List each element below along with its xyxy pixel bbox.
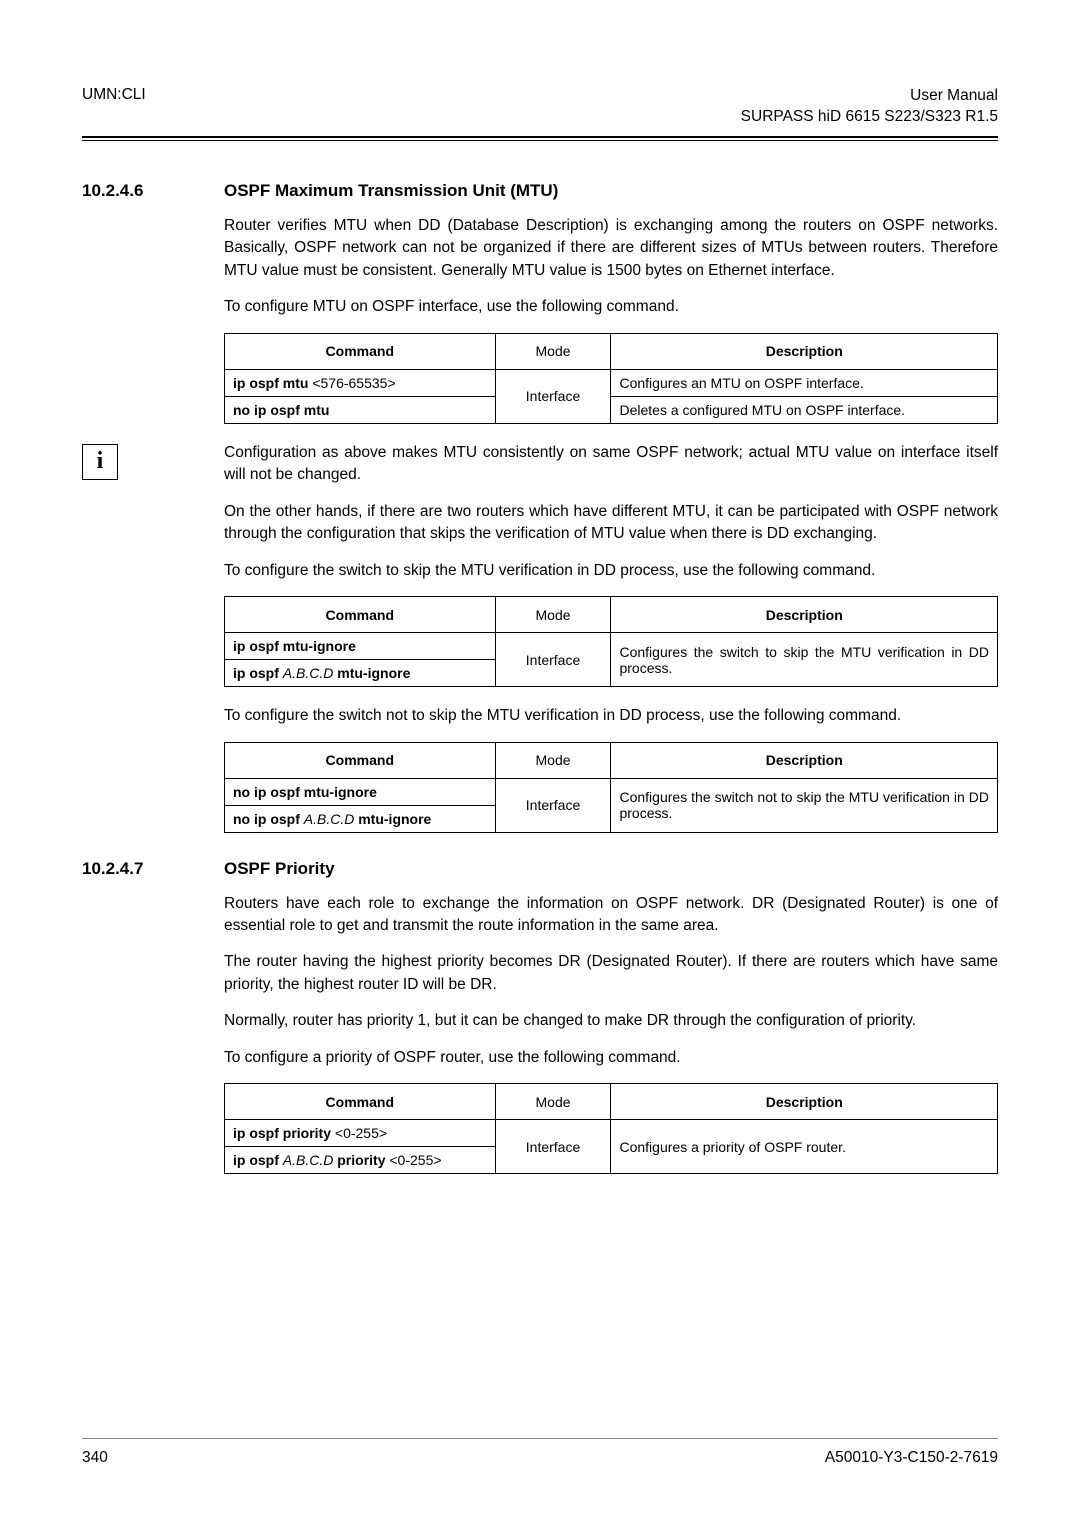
paragraph: Router verifies MTU when DD (Database De… (224, 215, 998, 282)
paragraph: The router having the highest priority b… (224, 951, 998, 996)
cell-command: ip ospf mtu-ignore (225, 633, 496, 660)
table-row: ip ospf mtu <576-65535> Interface Config… (225, 369, 998, 396)
cmd-bold: ip ospf mtu (233, 375, 312, 391)
cmd-arg: <576-65535> (312, 375, 395, 391)
table-row: ip ospf priority <0-255> Interface Confi… (225, 1120, 998, 1147)
cmd-italic: A.B.C.D (283, 665, 334, 681)
cell-mode: Interface (495, 633, 611, 687)
cell-mode: Interface (495, 369, 611, 423)
th-mode: Mode (495, 333, 611, 369)
th-command: Command (225, 1084, 496, 1120)
page-header: UMN:CLI User Manual SURPASS hiD 6615 S22… (82, 86, 998, 134)
paragraph: On the other hands, if there are two rou… (224, 501, 998, 546)
cmd-bold: no ip ospf (233, 811, 304, 827)
th-mode: Mode (495, 597, 611, 633)
cmd-bold: ip ospf priority (233, 1125, 335, 1141)
cmd-arg: <0-255> (389, 1152, 441, 1168)
table-header-row: Command Mode Description (225, 1084, 998, 1120)
cell-command: no ip ospf mtu-ignore (225, 778, 496, 805)
command-table-no-mtu-ignore: Command Mode Description no ip ospf mtu-… (224, 742, 998, 833)
header-left: UMN:CLI (82, 86, 146, 128)
footer-doc-id: A50010-Y3-C150-2-7619 (825, 1449, 998, 1467)
th-command: Command (225, 742, 496, 778)
cell-command: no ip ospf A.B.C.D mtu-ignore (225, 805, 496, 832)
table-row: no ip ospf mtu-ignore Interface Configur… (225, 778, 998, 805)
section-title: OSPF Maximum Transmission Unit (MTU) (224, 181, 558, 201)
header-right: User Manual SURPASS hiD 6615 S223/S323 R… (741, 86, 998, 128)
th-command: Command (225, 597, 496, 633)
table-row: no ip ospf mtu Deletes a configured MTU … (225, 396, 998, 423)
command-table-mtu: Command Mode Description ip ospf mtu <57… (224, 333, 998, 424)
th-command: Command (225, 333, 496, 369)
cmd-bold: ip ospf (233, 665, 283, 681)
info-icon: i (82, 444, 118, 480)
cell-command: no ip ospf mtu (225, 396, 496, 423)
cell-command: ip ospf priority <0-255> (225, 1120, 496, 1147)
cmd-bold: mtu-ignore (333, 665, 410, 681)
paragraph: To configure a priority of OSPF router, … (224, 1047, 998, 1069)
header-rule-thin (82, 140, 998, 141)
paragraph: Routers have each role to exchange the i… (224, 893, 998, 938)
table-header-row: Command Mode Description (225, 333, 998, 369)
header-right-line2: SURPASS hiD 6615 S223/S323 R1.5 (741, 107, 998, 128)
th-desc: Description (611, 1084, 998, 1120)
paragraph: To configure MTU on OSPF interface, use … (224, 296, 998, 318)
section-number: 10.2.4.6 (82, 181, 224, 201)
th-mode: Mode (495, 742, 611, 778)
paragraph: Normally, router has priority 1, but it … (224, 1010, 998, 1032)
th-mode: Mode (495, 1084, 611, 1120)
section-number: 10.2.4.7 (82, 859, 224, 879)
cell-command: ip ospf A.B.C.D mtu-ignore (225, 660, 496, 687)
command-table-mtu-ignore: Command Mode Description ip ospf mtu-ign… (224, 596, 998, 687)
cmd-bold: ip ospf mtu-ignore (233, 638, 356, 654)
cell-command: ip ospf A.B.C.D priority <0-255> (225, 1147, 496, 1174)
header-right-line1: User Manual (741, 86, 998, 107)
command-table-priority: Command Mode Description ip ospf priorit… (224, 1083, 998, 1174)
cmd-bold: no ip ospf mtu-ignore (233, 784, 377, 800)
info-note: i Configuration as above makes MTU consi… (224, 442, 998, 487)
header-rule-thick (82, 136, 998, 138)
paragraph: Configuration as above makes MTU consist… (224, 442, 998, 487)
cmd-arg: <0-255> (335, 1125, 387, 1141)
table-row: ip ospf mtu-ignore Interface Configures … (225, 633, 998, 660)
cell-mode: Interface (495, 778, 611, 832)
page-footer: 340 A50010-Y3-C150-2-7619 (82, 1438, 998, 1467)
cell-desc: Configures an MTU on OSPF interface. (611, 369, 998, 396)
cell-desc: Configures the switch not to skip the MT… (611, 778, 998, 832)
cell-desc: Deletes a configured MTU on OSPF interfa… (611, 396, 998, 423)
cell-mode: Interface (495, 1120, 611, 1174)
cell-desc: Configures a priority of OSPF router. (611, 1120, 998, 1174)
section-title: OSPF Priority (224, 859, 335, 879)
cmd-bold: no ip ospf mtu (233, 402, 329, 418)
footer-page-number: 340 (82, 1449, 108, 1467)
th-desc: Description (611, 742, 998, 778)
cmd-bold: ip ospf (233, 1152, 283, 1168)
paragraph: To configure the switch not to skip the … (224, 705, 998, 727)
cell-command: ip ospf mtu <576-65535> (225, 369, 496, 396)
cell-desc: Configures the switch to skip the MTU ve… (611, 633, 998, 687)
cmd-italic: A.B.C.D (283, 1152, 334, 1168)
table-header-row: Command Mode Description (225, 742, 998, 778)
th-desc: Description (611, 597, 998, 633)
cmd-bold: mtu-ignore (354, 811, 431, 827)
th-desc: Description (611, 333, 998, 369)
cmd-bold: priority (333, 1152, 389, 1168)
cmd-italic: A.B.C.D (304, 811, 355, 827)
table-header-row: Command Mode Description (225, 597, 998, 633)
paragraph: To configure the switch to skip the MTU … (224, 560, 998, 582)
